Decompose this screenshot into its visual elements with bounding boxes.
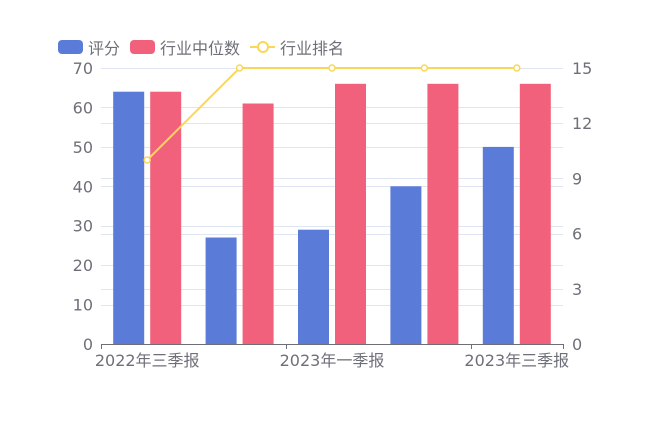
x-axis-label: 2022年三季报 <box>95 351 200 370</box>
y-axis-label: 50 <box>73 138 93 157</box>
bar <box>427 83 459 345</box>
data-point <box>235 64 244 72</box>
y-axis-label: 70 <box>73 59 93 78</box>
y-axis-label: 0 <box>572 335 582 354</box>
data-point <box>328 64 336 72</box>
legend-item-industry-median[interactable]: 行业中位数 <box>130 35 240 59</box>
y-axis-label: 9 <box>572 169 582 188</box>
y-axis-label: 20 <box>73 256 93 275</box>
y-axis-right: 0 3 6 9 12 15 <box>572 59 592 354</box>
y-axis-left: 0 10 20 30 40 50 60 70 <box>73 59 93 354</box>
line-series <box>143 64 521 164</box>
legend: 评分 行业中位数 行业排名 <box>58 35 354 59</box>
bar <box>242 103 274 344</box>
y-axis-label: 60 <box>73 98 93 117</box>
bar <box>519 83 551 345</box>
bar-swatch-icon <box>130 40 156 54</box>
y-axis-label: 3 <box>572 280 582 299</box>
bar-swatch-icon <box>58 40 83 54</box>
y-axis-label: 12 <box>572 114 592 133</box>
y-axis-label: 40 <box>73 177 93 196</box>
bar <box>335 83 366 345</box>
bar <box>298 229 329 344</box>
data-point <box>513 64 521 72</box>
x-axis-label: 2023年三季报 <box>464 351 569 370</box>
axes <box>101 344 564 349</box>
x-axis: 2022年三季报 2023年一季报 2023年三季报 <box>95 351 569 370</box>
line-path <box>146 67 517 161</box>
bar-series <box>113 83 551 345</box>
y-axis-label: 10 <box>73 296 93 315</box>
data-point <box>143 156 151 164</box>
bar <box>150 91 182 344</box>
bar <box>390 186 422 344</box>
legend-item-score[interactable]: 评分 <box>58 35 120 59</box>
legend-item-industry-rank[interactable]: 行业排名 <box>250 35 344 59</box>
line-circle-icon <box>250 40 276 54</box>
y-axis-label: 15 <box>572 59 592 78</box>
legend-label: 行业排名 <box>280 39 345 58</box>
y-axis-label: 30 <box>73 217 93 236</box>
y-axis-label: 6 <box>572 225 582 244</box>
y-axis-label: 0 <box>83 335 93 354</box>
data-point <box>420 64 429 72</box>
bar <box>113 91 145 344</box>
legend-label: 评分 <box>88 39 121 58</box>
x-axis-label: 2023年一季报 <box>280 351 385 370</box>
bar <box>482 146 514 344</box>
bar <box>205 237 237 344</box>
legend-label: 行业中位数 <box>160 39 241 58</box>
